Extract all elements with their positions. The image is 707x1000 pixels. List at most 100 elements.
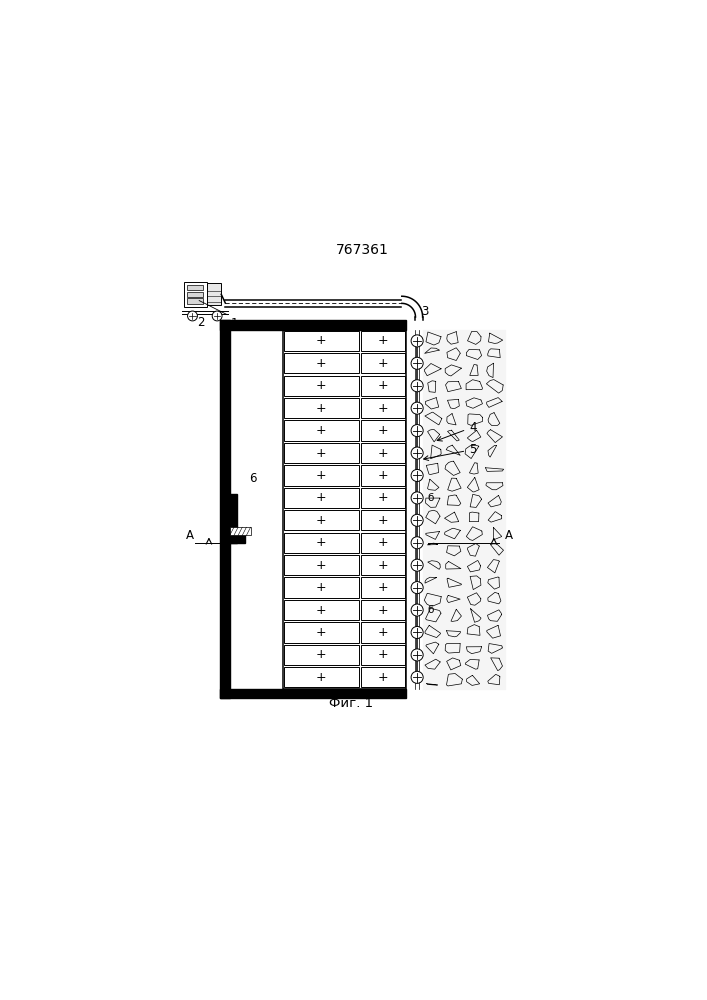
Text: Фиг. 1: Фиг. 1 xyxy=(329,697,373,710)
Text: б: б xyxy=(427,493,433,503)
Bar xyxy=(284,420,358,441)
Circle shape xyxy=(411,357,423,369)
Circle shape xyxy=(411,335,423,347)
Bar xyxy=(187,292,204,297)
Bar xyxy=(361,443,405,463)
Text: +: + xyxy=(316,424,327,437)
Bar xyxy=(361,622,405,643)
Bar xyxy=(230,535,245,543)
Text: +: + xyxy=(316,402,327,415)
Bar xyxy=(361,510,405,530)
Bar xyxy=(220,320,230,698)
Polygon shape xyxy=(423,330,505,689)
Text: 4: 4 xyxy=(437,421,477,441)
Circle shape xyxy=(212,311,222,321)
Text: +: + xyxy=(316,334,327,347)
Text: 767361: 767361 xyxy=(336,243,389,257)
Text: +: + xyxy=(378,536,388,549)
Circle shape xyxy=(411,626,423,639)
Text: А: А xyxy=(505,529,513,542)
Text: А: А xyxy=(185,529,194,542)
Bar xyxy=(284,465,358,486)
Text: 6: 6 xyxy=(249,472,257,485)
Bar xyxy=(361,376,405,396)
Text: +: + xyxy=(378,626,388,639)
Bar xyxy=(361,555,405,575)
Text: +: + xyxy=(378,581,388,594)
Circle shape xyxy=(411,469,423,481)
Bar xyxy=(361,533,405,553)
Text: +: + xyxy=(378,671,388,684)
Text: +: + xyxy=(378,357,388,370)
Text: +: + xyxy=(378,334,388,347)
Text: б: б xyxy=(427,605,433,615)
Bar xyxy=(187,298,204,304)
Text: +: + xyxy=(316,379,327,392)
Bar xyxy=(361,398,405,418)
Bar xyxy=(284,376,358,396)
Text: +: + xyxy=(316,626,327,639)
Text: +: + xyxy=(316,604,327,617)
Circle shape xyxy=(411,425,423,437)
Circle shape xyxy=(411,492,423,504)
Bar xyxy=(284,398,358,418)
Bar xyxy=(284,443,358,463)
Text: +: + xyxy=(378,559,388,572)
Text: +: + xyxy=(316,648,327,661)
Text: +: + xyxy=(316,469,327,482)
Bar xyxy=(361,488,405,508)
Text: +: + xyxy=(316,559,327,572)
Circle shape xyxy=(411,537,423,549)
Bar xyxy=(361,465,405,486)
Text: +: + xyxy=(316,491,327,504)
Bar xyxy=(361,667,405,687)
Circle shape xyxy=(411,649,423,661)
Text: +: + xyxy=(316,514,327,527)
Bar xyxy=(361,420,405,441)
Bar xyxy=(230,494,237,543)
Text: +: + xyxy=(378,604,388,617)
Bar xyxy=(361,353,405,373)
Text: +: + xyxy=(378,514,388,527)
Text: +: + xyxy=(316,581,327,594)
Bar xyxy=(185,282,207,307)
Text: +: + xyxy=(316,671,327,684)
Text: +: + xyxy=(378,379,388,392)
Circle shape xyxy=(411,447,423,459)
Bar xyxy=(361,645,405,665)
Text: +: + xyxy=(378,402,388,415)
Bar xyxy=(284,600,358,620)
Bar xyxy=(284,645,358,665)
Bar xyxy=(220,689,407,698)
Text: +: + xyxy=(378,469,388,482)
Text: 1: 1 xyxy=(231,317,238,330)
Bar xyxy=(187,285,204,290)
Text: +: + xyxy=(316,357,327,370)
Circle shape xyxy=(411,582,423,594)
Circle shape xyxy=(187,311,197,321)
Bar xyxy=(361,331,405,351)
Bar xyxy=(207,283,221,305)
Bar xyxy=(220,320,407,330)
Bar xyxy=(284,353,358,373)
Circle shape xyxy=(411,671,423,683)
Circle shape xyxy=(411,604,423,616)
Text: +: + xyxy=(378,424,388,437)
Bar xyxy=(284,331,358,351)
Text: +: + xyxy=(378,491,388,504)
Text: +: + xyxy=(378,447,388,460)
Bar xyxy=(230,527,250,535)
Bar xyxy=(284,622,358,643)
Bar xyxy=(284,488,358,508)
Bar xyxy=(361,577,405,598)
Bar xyxy=(284,533,358,553)
Bar xyxy=(361,600,405,620)
Bar xyxy=(284,667,358,687)
Text: 3: 3 xyxy=(421,305,429,318)
Text: +: + xyxy=(316,536,327,549)
Circle shape xyxy=(411,380,423,392)
Bar xyxy=(284,577,358,598)
Circle shape xyxy=(411,514,423,526)
Text: 2: 2 xyxy=(197,316,205,329)
Circle shape xyxy=(411,402,423,414)
